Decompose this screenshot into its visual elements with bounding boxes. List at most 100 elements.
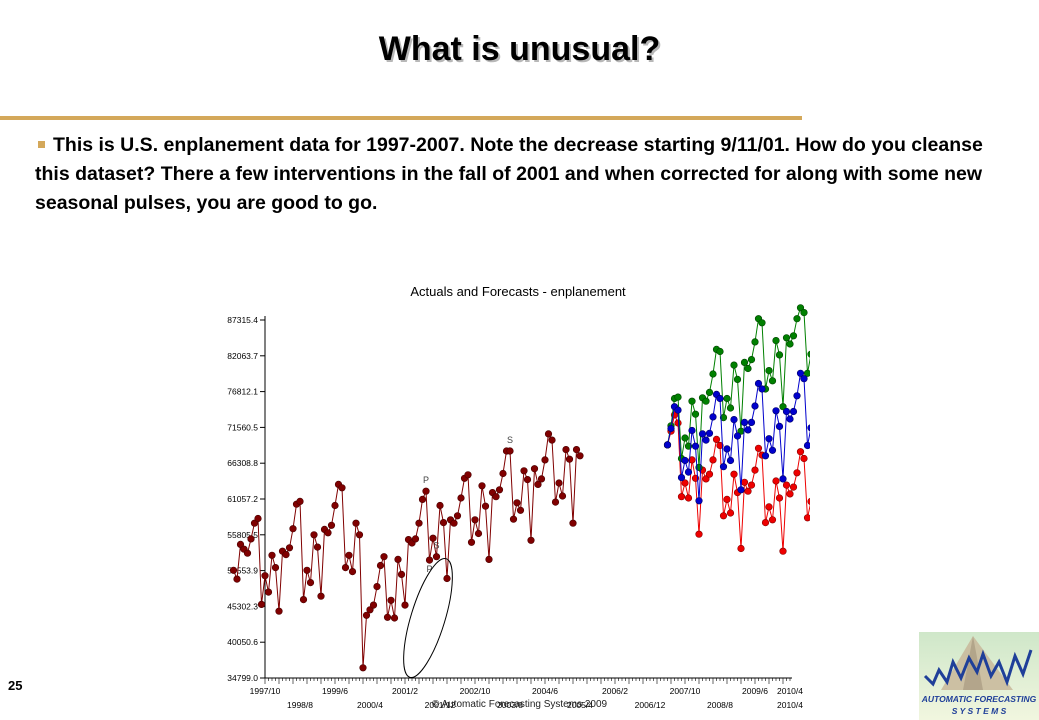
x-tick-label: 2001/12 — [425, 700, 456, 710]
data-point — [418, 495, 427, 503]
data-point — [257, 600, 266, 609]
data-point — [765, 503, 773, 511]
data-point — [415, 519, 423, 527]
data-point — [268, 551, 276, 559]
data-point — [800, 375, 808, 383]
annotation-label: S — [507, 435, 513, 445]
data-point — [674, 393, 682, 401]
data-point — [565, 455, 574, 463]
data-point — [726, 404, 735, 412]
y-tick-label: 55805.5 — [227, 530, 258, 540]
data-point — [768, 377, 777, 385]
data-point — [516, 506, 525, 514]
data-point — [740, 478, 749, 486]
data-point — [331, 501, 339, 510]
data-point — [509, 515, 518, 523]
data-point — [740, 418, 749, 426]
x-tick-label: 1998/8 — [287, 700, 313, 710]
data-point — [369, 601, 378, 609]
data-point — [705, 388, 714, 396]
chart-title: Actuals and Forecasts - enplanement — [410, 284, 626, 299]
data-point — [793, 392, 801, 400]
data-point — [761, 452, 770, 460]
data-point — [352, 519, 360, 527]
data-point — [394, 555, 402, 564]
data-point — [772, 336, 780, 345]
data-point — [726, 509, 735, 517]
data-point — [758, 385, 766, 393]
data-point — [761, 519, 770, 527]
y-tick-label: 82063.7 — [227, 351, 258, 361]
data-point — [719, 512, 728, 520]
data-point — [751, 402, 759, 410]
data-point — [751, 466, 759, 474]
annotation-label: P — [423, 475, 429, 485]
y-tick-label: 76812.1 — [227, 387, 258, 397]
data-point — [723, 394, 731, 403]
data-point — [768, 516, 777, 524]
annotation-label: P — [426, 564, 432, 574]
data-point — [422, 487, 430, 495]
data-point — [264, 588, 273, 596]
bullet-icon — [38, 140, 45, 148]
logo-line2: S Y S T E M S — [952, 706, 1007, 716]
data-point — [723, 495, 731, 503]
data-point — [807, 350, 810, 358]
data-point — [782, 481, 791, 489]
data-point — [716, 394, 724, 403]
x-tick-label: 2001/2 — [392, 686, 418, 696]
slide-title: What is unusual? — [378, 30, 661, 68]
data-point — [450, 519, 458, 527]
data-point — [712, 435, 721, 443]
data-point — [716, 441, 724, 450]
x-tick-label: 2004/6 — [532, 686, 558, 696]
chart-series — [229, 304, 810, 672]
data-point — [691, 410, 700, 418]
data-point — [807, 497, 810, 505]
data-point — [733, 432, 742, 440]
data-point — [576, 452, 584, 460]
data-point — [796, 448, 805, 456]
data-point — [663, 441, 672, 449]
data-point — [779, 403, 787, 411]
data-point — [688, 397, 696, 405]
data-point — [383, 613, 392, 621]
data-point — [471, 516, 479, 524]
data-point — [796, 304, 805, 312]
data-point — [782, 407, 791, 416]
highlight-ellipse — [403, 558, 453, 678]
y-tick-label: 34799.0 — [227, 673, 258, 683]
data-point — [800, 308, 808, 317]
data-point — [551, 498, 560, 506]
y-tick-label: 61057.2 — [227, 494, 258, 504]
data-point — [789, 407, 798, 416]
data-point — [520, 467, 528, 475]
data-point — [425, 556, 434, 564]
data-point — [401, 601, 409, 609]
x-tick-label: 2008/8 — [707, 700, 733, 710]
data-point — [355, 531, 364, 539]
y-tick-label: 50553.9 — [227, 566, 258, 576]
data-point — [796, 369, 805, 377]
data-point — [236, 540, 245, 549]
data-point — [229, 566, 238, 574]
data-point — [380, 553, 388, 561]
x-tick-label: 1997/10 — [250, 686, 281, 696]
x-tick-label: 2002/10 — [460, 686, 491, 696]
data-point — [779, 547, 787, 555]
x-tick-label: 2003/8 — [497, 700, 523, 710]
data-point — [313, 543, 322, 551]
data-point — [390, 614, 399, 622]
data-point — [341, 564, 350, 572]
data-point — [705, 429, 714, 437]
data-point — [730, 470, 738, 478]
data-point — [411, 535, 420, 543]
data-point — [702, 436, 710, 444]
data-point — [544, 430, 553, 438]
chart-annotations: P P S S S — [423, 278, 587, 574]
logo-line1: AUTOMATIC FORECASTING — [921, 694, 1037, 704]
data-point — [376, 561, 385, 570]
data-point — [303, 566, 311, 574]
data-point — [789, 483, 798, 491]
data-point — [464, 471, 472, 479]
